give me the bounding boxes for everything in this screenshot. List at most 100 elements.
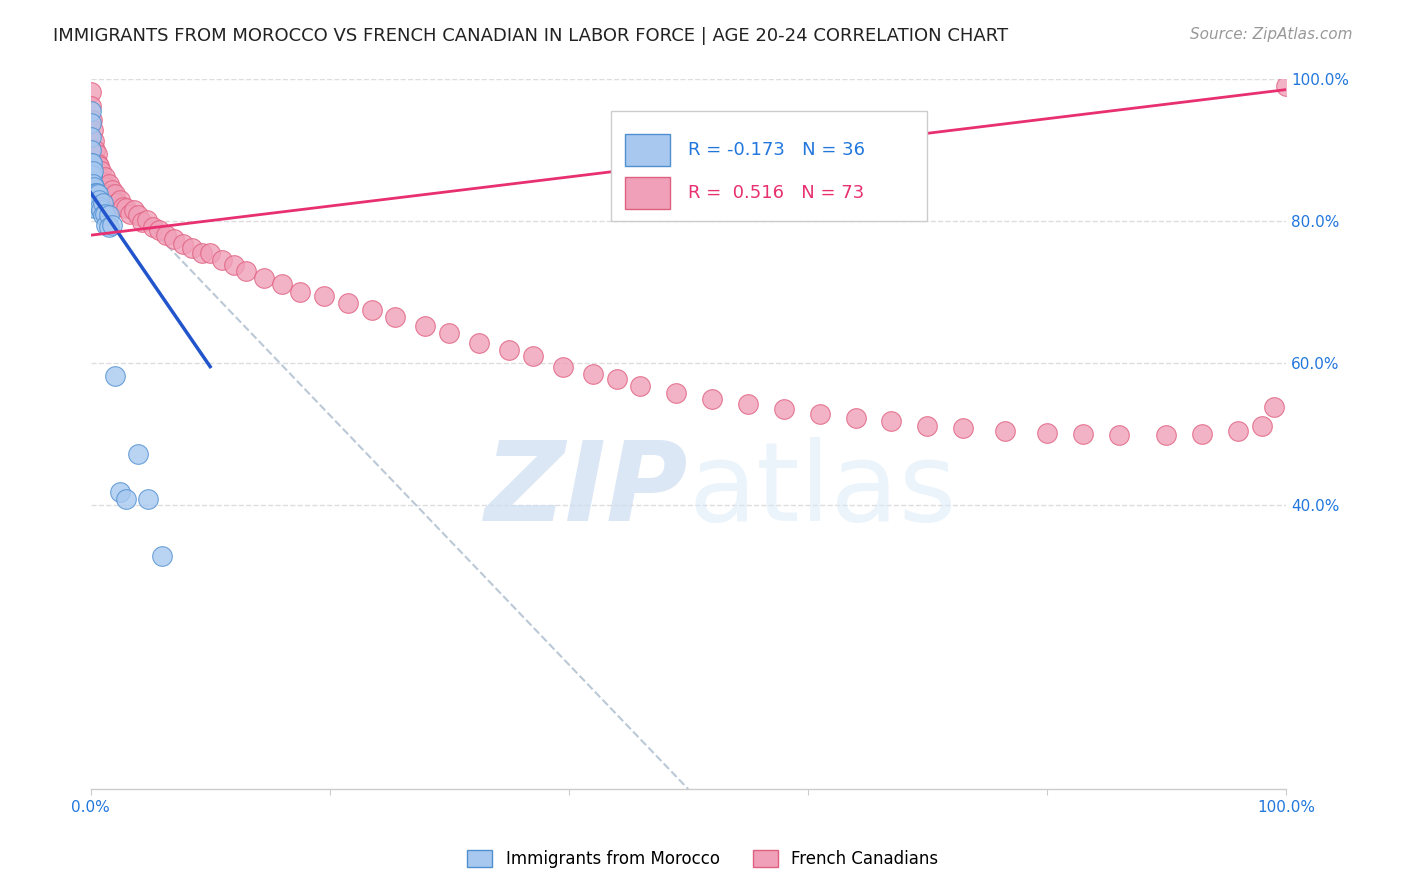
Point: [111, 200, 134, 214]
Point: [79, 116, 101, 130]
Point: [87, 159, 110, 173]
Point: [136, 492, 159, 507]
Point: [80, 155, 103, 169]
Point: [127, 208, 149, 222]
Point: [155, 228, 177, 243]
Point: [101, 184, 124, 198]
Point: [115, 201, 138, 215]
Point: [103, 368, 125, 383]
Point: [135, 212, 157, 227]
Point: [101, 218, 124, 232]
Point: [163, 232, 186, 246]
Point: [665, 385, 688, 400]
Point: [127, 447, 149, 461]
Point: [90, 164, 112, 178]
Point: [110, 485, 132, 500]
Point: [270, 277, 292, 291]
Point: [97, 208, 120, 222]
Point: [80, 113, 103, 128]
Point: [413, 319, 436, 334]
Point: [79, 130, 101, 145]
Point: [1156, 428, 1178, 442]
Point: [1275, 79, 1298, 94]
Point: [122, 203, 145, 218]
Point: [148, 223, 170, 237]
Point: [82, 200, 104, 214]
Point: [468, 336, 491, 351]
Point: [1071, 427, 1094, 442]
Point: [97, 177, 120, 191]
Point: [582, 367, 605, 381]
Point: [87, 187, 110, 202]
Point: [551, 359, 574, 374]
Point: [773, 402, 796, 417]
Point: [880, 414, 903, 428]
Point: [91, 175, 114, 189]
Point: [253, 270, 276, 285]
Point: [86, 146, 108, 161]
Point: [84, 186, 107, 200]
Point: [82, 189, 104, 203]
Point: [79, 155, 101, 169]
Point: [86, 196, 108, 211]
Point: [1191, 427, 1213, 442]
Point: [498, 343, 520, 358]
Point: [211, 253, 233, 268]
Point: [94, 169, 117, 184]
Point: [83, 191, 105, 205]
Point: [91, 208, 114, 222]
Point: [737, 397, 759, 411]
Point: [79, 85, 101, 99]
Point: [222, 258, 245, 272]
Point: [808, 407, 831, 421]
Point: [191, 246, 214, 260]
Point: [80, 168, 103, 182]
Point: [312, 288, 335, 302]
Point: [1251, 418, 1274, 433]
Text: atlas: atlas: [689, 437, 957, 544]
Point: [82, 164, 104, 178]
Legend: Immigrants from Morocco, French Canadians: Immigrants from Morocco, French Canadian…: [461, 843, 945, 875]
Point: [89, 169, 111, 184]
Point: [97, 219, 120, 234]
Point: [181, 241, 204, 255]
Point: [336, 295, 359, 310]
Point: [288, 285, 311, 299]
Point: [150, 549, 173, 564]
Point: [90, 203, 112, 218]
Point: [82, 123, 104, 137]
Text: R = -0.173   N = 36: R = -0.173 N = 36: [689, 141, 865, 159]
Point: [630, 378, 652, 392]
Point: [84, 196, 107, 211]
Point: [952, 421, 974, 435]
Point: [702, 392, 724, 406]
Point: [82, 177, 104, 191]
Point: [83, 135, 105, 149]
Point: [103, 187, 125, 202]
Point: [87, 198, 110, 212]
Point: [235, 264, 257, 278]
Point: [994, 424, 1017, 438]
Bar: [624, 134, 671, 166]
Point: [439, 326, 461, 341]
Point: [98, 187, 121, 202]
Point: [110, 193, 132, 207]
Point: [83, 180, 105, 194]
Text: IMMIGRANTS FROM MOROCCO VS FRENCH CANADIAN IN LABOR FORCE | AGE 20-24 CORRELATIO: IMMIGRANTS FROM MOROCCO VS FRENCH CANADI…: [53, 27, 1008, 45]
Point: [1227, 424, 1250, 438]
Bar: [624, 177, 671, 209]
Point: [84, 143, 107, 157]
Point: [845, 411, 868, 425]
Point: [606, 372, 628, 386]
Point: [87, 157, 110, 171]
Point: [83, 201, 105, 215]
Point: [1263, 400, 1285, 414]
FancyBboxPatch shape: [610, 111, 928, 221]
Point: [89, 200, 111, 214]
Point: [96, 180, 118, 194]
Text: R =  0.516   N = 73: R = 0.516 N = 73: [689, 184, 865, 202]
Point: [87, 193, 110, 207]
Point: [105, 196, 128, 211]
Point: [86, 186, 108, 200]
Point: [360, 302, 382, 317]
